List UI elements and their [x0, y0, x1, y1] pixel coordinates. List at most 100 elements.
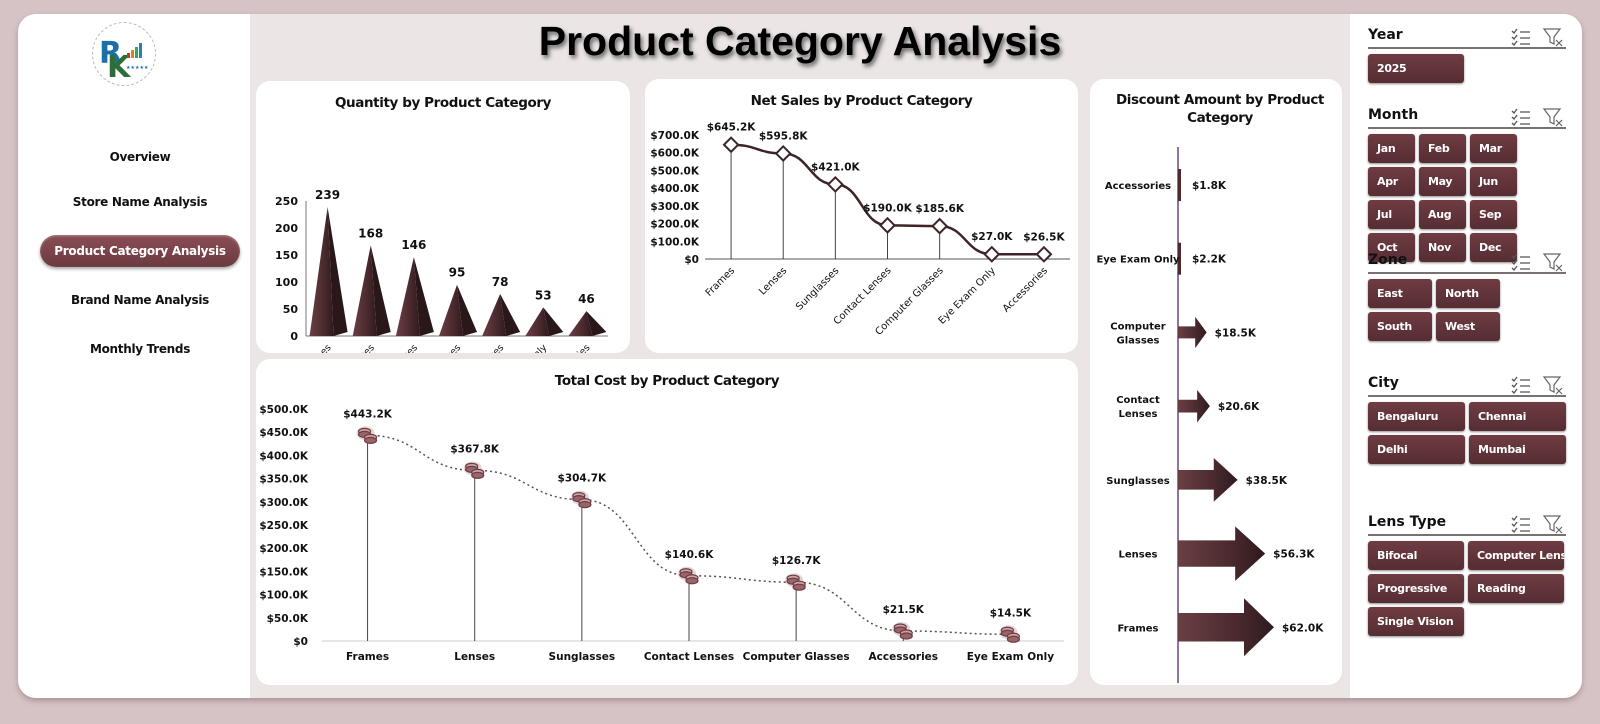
- discount-arrow[interactable]: [1178, 316, 1207, 349]
- data-label: 146: [401, 238, 426, 252]
- filter-chip-bifocal[interactable]: Bifocal: [1368, 541, 1464, 570]
- y-tick-label: $250.0K: [259, 520, 309, 532]
- y-tick-label: $50.0K: [267, 613, 309, 625]
- y-tick-label: Computer: [1110, 321, 1165, 332]
- filter-chip-jan[interactable]: Jan: [1368, 134, 1415, 163]
- diamond-marker[interactable]: [931, 217, 949, 235]
- coin-stack-marker[interactable]: [785, 573, 806, 591]
- data-label: $595.8K: [759, 130, 809, 142]
- nav-monthly-trends[interactable]: Monthly Trends: [89, 342, 191, 356]
- filter-chip-progressive[interactable]: Progressive: [1368, 574, 1464, 603]
- nav-overview[interactable]: Overview: [109, 150, 171, 164]
- x-tick-label: Frames: [346, 651, 389, 663]
- diamond-marker[interactable]: [1035, 245, 1053, 263]
- clear-filter-icon[interactable]: [1542, 27, 1564, 47]
- company-logo: R K ★★★★★: [92, 22, 156, 86]
- diamond-marker[interactable]: [722, 136, 740, 154]
- nav-store-name-analysis[interactable]: Store Name Analysis: [72, 195, 208, 209]
- filter-chip-dec[interactable]: Dec: [1470, 233, 1517, 262]
- discount-arrow[interactable]: [1178, 598, 1274, 657]
- logo-icon: R K ★★★★★: [99, 36, 149, 85]
- data-label: $56.3K: [1273, 549, 1315, 561]
- multi-select-icon[interactable]: [1510, 514, 1532, 534]
- discount-arrow[interactable]: [1178, 526, 1266, 581]
- coin-stack-marker[interactable]: [570, 490, 592, 509]
- x-tick-label: Sunglasses: [549, 651, 616, 663]
- filter-chip-apr[interactable]: Apr: [1368, 167, 1415, 196]
- discount-arrow[interactable]: [1178, 389, 1210, 423]
- y-tick-label: Lenses: [1119, 550, 1158, 561]
- total-cost-chart-title: Total Cost by Product Category: [554, 373, 780, 389]
- x-tick-label: Accessories: [545, 342, 592, 353]
- discount-arrow[interactable]: [1178, 169, 1181, 201]
- filter-chip-nov[interactable]: Nov: [1419, 233, 1466, 262]
- multi-select-icon[interactable]: [1510, 27, 1532, 47]
- pyramid-bar[interactable]: [439, 284, 463, 336]
- filter-chip-bengaluru[interactable]: Bengaluru: [1368, 402, 1465, 431]
- x-tick-label: Frames: [704, 265, 737, 298]
- data-label: $367.8K: [450, 443, 500, 455]
- diamond-marker[interactable]: [774, 144, 792, 162]
- clear-filter-icon[interactable]: [1542, 514, 1564, 534]
- discount-arrow[interactable]: [1178, 458, 1238, 502]
- data-label: $126.7K: [772, 555, 822, 567]
- multi-select-icon[interactable]: [1510, 107, 1532, 127]
- filter-chip-jun[interactable]: Jun: [1470, 167, 1517, 196]
- pyramid-bar[interactable]: [525, 307, 550, 336]
- coin-stack-marker[interactable]: [356, 426, 378, 444]
- diamond-marker[interactable]: [983, 245, 1001, 263]
- pyramid-bar[interactable]: [482, 293, 507, 336]
- pyramid-bar[interactable]: [568, 311, 593, 336]
- filter-chip-east[interactable]: East: [1368, 279, 1432, 308]
- nav-product-category-analysis[interactable]: Product Category Analysis: [40, 235, 240, 267]
- filter-chip-computer-lens[interactable]: Computer Lens: [1468, 541, 1564, 570]
- filter-chip-west[interactable]: West: [1436, 312, 1500, 341]
- filter-chip-delhi[interactable]: Delhi: [1368, 435, 1465, 464]
- data-label: $27.0K: [971, 231, 1013, 243]
- coin-stack-marker[interactable]: [463, 461, 485, 479]
- y-tick-label: $400.0K: [650, 183, 700, 195]
- pyramid-bar[interactable]: [309, 206, 334, 336]
- diamond-marker[interactable]: [826, 175, 844, 193]
- filter-chip-reading[interactable]: Reading: [1468, 574, 1564, 603]
- y-tick-label: $400.0K: [259, 450, 309, 462]
- y-tick-label: Frames: [1117, 623, 1158, 634]
- coin-stack-marker[interactable]: [999, 625, 1021, 643]
- diamond-marker[interactable]: [879, 216, 896, 234]
- filter-chip-single-vision[interactable]: Single Vision: [1368, 607, 1464, 636]
- discount-chart: $1.8K Accessories $2.2K Eye Exam Only $18.5K…: [1096, 147, 1324, 683]
- data-label: 168: [358, 226, 383, 240]
- filter-chip-north[interactable]: North: [1436, 279, 1500, 308]
- quantity-chart-title: Quantity by Product Category: [334, 95, 552, 111]
- coin-stack-marker[interactable]: [892, 622, 913, 640]
- clear-filter-icon[interactable]: [1542, 375, 1564, 395]
- data-label: $190.0K: [863, 202, 913, 214]
- filter-chip-chennai[interactable]: Chennai: [1469, 402, 1566, 431]
- filter-chip-2025[interactable]: 2025: [1368, 54, 1464, 83]
- quantity-chart-card: Quantity by Product Category 0 50 100 150 20…: [256, 81, 630, 353]
- filter-chip-aug[interactable]: Aug: [1419, 200, 1466, 229]
- filter-chip-jul[interactable]: Jul: [1368, 200, 1415, 229]
- clear-filter-icon[interactable]: [1542, 107, 1564, 127]
- pyramid-bar[interactable]: [395, 257, 420, 336]
- coin-stack-marker[interactable]: [678, 566, 699, 585]
- clear-filter-icon[interactable]: [1542, 252, 1564, 272]
- filter-chip-feb[interactable]: Feb: [1419, 134, 1466, 163]
- multi-select-icon[interactable]: [1510, 252, 1532, 272]
- slicer-year-title: Year: [1368, 27, 1403, 43]
- data-label: $21.5K: [883, 604, 925, 616]
- filter-chip-mar[interactable]: Mar: [1470, 134, 1517, 163]
- filter-chip-oct[interactable]: Oct: [1368, 233, 1415, 262]
- filter-chip-sep[interactable]: Sep: [1470, 200, 1517, 229]
- filter-chip-may[interactable]: May: [1419, 167, 1466, 196]
- multi-select-icon[interactable]: [1510, 375, 1532, 395]
- x-tick-label: Accessories: [1001, 265, 1050, 314]
- data-label: $14.5K: [990, 607, 1032, 619]
- filter-chip-south[interactable]: South: [1368, 312, 1432, 341]
- data-label: $38.5K: [1246, 475, 1288, 487]
- nav-brand-name-analysis[interactable]: Brand Name Analysis: [71, 293, 209, 307]
- data-label: $421.0K: [811, 161, 861, 173]
- discount-arrow[interactable]: [1178, 242, 1181, 275]
- filter-chip-mumbai[interactable]: Mumbai: [1469, 435, 1566, 464]
- pyramid-bar[interactable]: [352, 245, 377, 336]
